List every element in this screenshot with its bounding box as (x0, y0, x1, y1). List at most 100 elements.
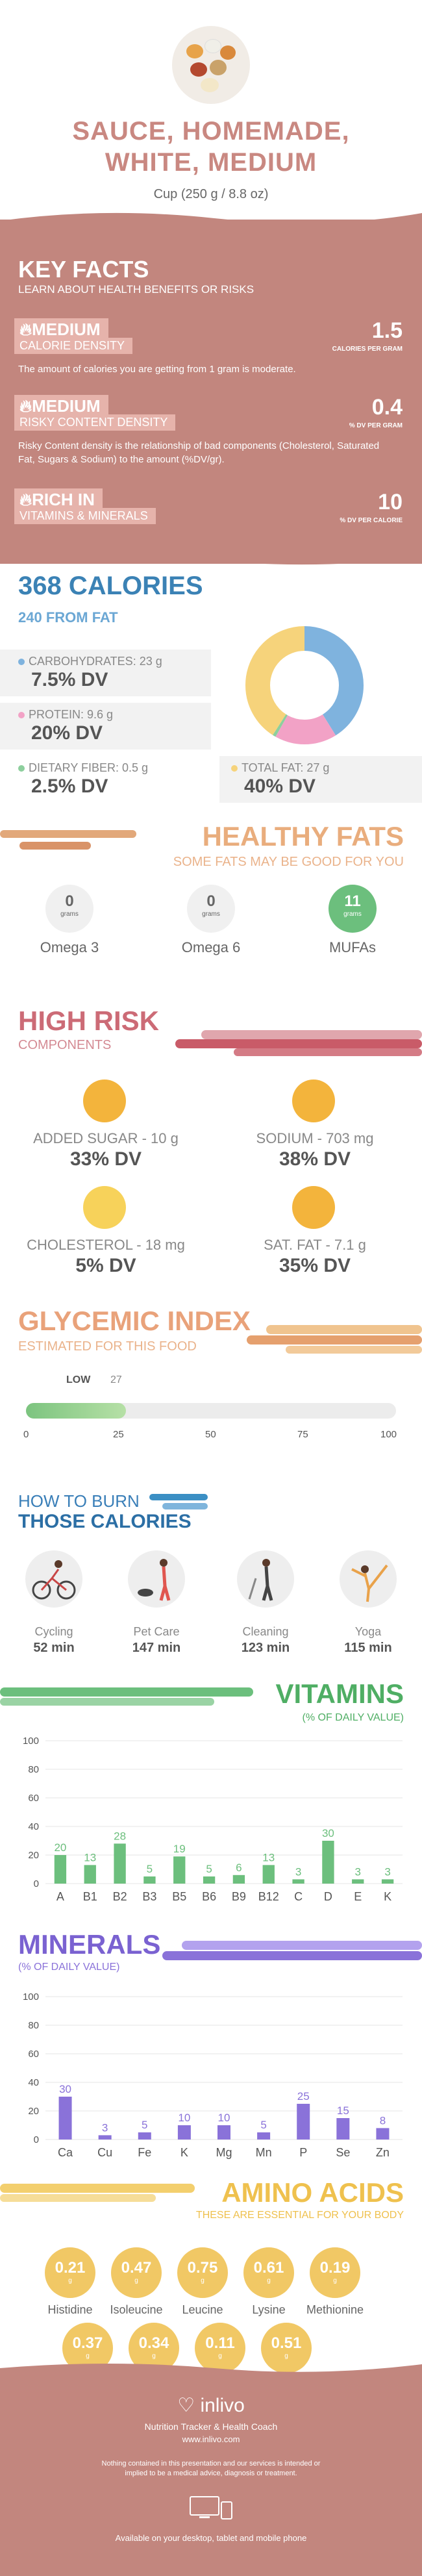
omega6-circle: 0 grams (187, 885, 235, 933)
calories-donut (245, 626, 364, 744)
minerals-bar (336, 2118, 350, 2140)
risky-density-label-box: RISKY CONTENT DENSITY (14, 414, 176, 431)
minerals-value-label: 10 (218, 2112, 230, 2124)
minerals-category-label: Mn (256, 2146, 272, 2159)
vitamins-value-label: 19 (173, 1843, 186, 1855)
minerals-value-label: 25 (297, 2090, 310, 2102)
minerals-bar (257, 2132, 271, 2140)
key-facts-title: KEY FACTS (18, 256, 149, 283)
minerals-bar (138, 2132, 151, 2140)
vitamins-category-label: B3 (142, 1890, 156, 1903)
minerals-chart: 0 20 40 60 80 100 30 Ca 3 Cu 5 Fe 10 K 10 Mg 5 Mn 25 P 15 Se 8… (23, 1991, 403, 2159)
glycemic-tick: 100 (380, 1429, 397, 1440)
minerals-bar (217, 2125, 230, 2140)
amino-value: 0.51 (271, 2334, 302, 2352)
vitamins-bar (292, 1879, 304, 1884)
omega6-name: Omega 6 (181, 939, 241, 955)
carbs-row-bg (0, 650, 211, 696)
vitamins-bar (173, 1856, 186, 1884)
carbs-label-text: CARBOHYDRATES: 23 g (29, 655, 162, 668)
minerals-bar (297, 2104, 310, 2140)
minerals-title: MINERALS (18, 1929, 161, 1960)
vitamins-category-label: B12 (258, 1890, 279, 1903)
amino-unit: g (68, 2277, 72, 2284)
glycemic-track (26, 1403, 396, 1419)
sodium-name: SODIUM - 703 mg (256, 1130, 374, 1146)
calorie-density-unit: CALORIES PER GRAM (332, 346, 403, 353)
vitamins-bar (114, 1843, 126, 1884)
minerals-category-label: P (299, 2146, 307, 2159)
vitamins-richness-unit: % DV PER CALORIE (340, 517, 403, 524)
omega3-name: Omega 3 (40, 939, 99, 955)
cleaning-min: 123 min (241, 1641, 290, 1655)
minerals-ytick: 80 (28, 2020, 39, 2031)
glycemic-tick: 0 (23, 1429, 29, 1440)
calorie-density-label: CALORIE DENSITY (19, 339, 125, 352)
vitamins-value-label: 3 (384, 1865, 390, 1878)
mufas-unit: grams (343, 911, 362, 918)
vitamins-richness-value: 10 (378, 490, 403, 514)
amino-value: 0.11 (205, 2334, 235, 2352)
cycling-icon (25, 1550, 82, 1608)
risky-density-level: MEDIUM (32, 396, 101, 416)
risky-density-desc: Risky Content density is the relationshi… (18, 440, 380, 465)
minerals-value-label: 30 (59, 2083, 71, 2095)
sat-fat-dv: 35% DV (279, 1255, 351, 1276)
pet-care-icon (128, 1550, 185, 1608)
vitamins-value-label: 28 (114, 1830, 126, 1842)
vitamins-category-label: B1 (83, 1890, 97, 1903)
glycemic-tick: 50 (205, 1429, 216, 1440)
omega3-circle: 0 grams (45, 885, 93, 933)
carbs-label: CARBOHYDRATES: 23 g (18, 655, 162, 668)
amino-circle: 0.47 g (111, 2247, 162, 2298)
calorie-density-level: MEDIUM (32, 320, 101, 339)
vitamins-category-label: B2 (113, 1890, 127, 1903)
fiber-label-text: DIETARY FIBER: 0.5 g (29, 761, 149, 774)
minerals-category-label: Zn (376, 2146, 390, 2159)
burn-ribbon (149, 1494, 208, 1509)
fat-label: TOTAL FAT: 27 g (231, 761, 329, 775)
mufas-name: MUFAs (329, 939, 377, 955)
minerals-bar (376, 2128, 390, 2140)
amino-unit: g (201, 2277, 205, 2284)
smiley-icon (83, 1186, 126, 1229)
smiley-icon (292, 1080, 335, 1122)
vitamins-chart: 0 20 40 60 80 100 20 A 13 B1 28 B2 5 B3 19 B5 5 B6 6 B9 13 B1… (23, 1736, 403, 1903)
vitamins-bar (352, 1879, 364, 1884)
minerals-ytick: 60 (28, 2049, 39, 2060)
amino-unit: g (218, 2353, 222, 2360)
minerals-category-label: Mg (216, 2146, 232, 2159)
food-title-line1: SAUCE, HOMEMADE, (72, 117, 350, 145)
minerals-value-label: 3 (102, 2121, 108, 2134)
facts-wave-bottom (0, 551, 422, 565)
amino-circle: 0.19 g (310, 2247, 360, 2298)
food-image (172, 26, 250, 104)
risky-density-unit: % DV PER GRAM (349, 422, 403, 429)
amino-name: Methionine (306, 2303, 364, 2316)
donut-fat (245, 626, 364, 744)
amino-value: 0.61 (253, 2259, 284, 2277)
omega6-unit: grams (202, 911, 220, 918)
minerals-ytick: 100 (23, 1991, 39, 2002)
vitamins-ytick: 80 (28, 1764, 39, 1775)
amino-unit: g (152, 2353, 156, 2360)
minerals-category-label: Cu (97, 2146, 112, 2159)
burn-title-line1: HOW TO BURN (18, 1491, 140, 1511)
key-facts-subtitle: LEARN ABOUT HEALTH BENEFITS OR RISKS (18, 283, 254, 296)
fire-icon: 🔥︎ (19, 396, 32, 416)
amino-name: Lysine (252, 2303, 286, 2316)
vitamins-richness-label-box: VITAMINS & MINERALS (14, 508, 156, 524)
burn-title-line2: THOSE CALORIES (18, 1511, 192, 1532)
footer-site[interactable]: www.inlivo.com (182, 2434, 240, 2444)
high-risk-subtitle: COMPONENTS (18, 1038, 112, 1052)
vitamins-title: VITAMINS (275, 1678, 404, 1709)
glycemic-tick: 75 (297, 1429, 308, 1440)
fat-label-text: TOTAL FAT: 27 g (242, 761, 330, 774)
risky-density-label: RISKY CONTENT DENSITY (19, 416, 168, 429)
serving-size: Cup (250 g / 8.8 oz) (153, 187, 269, 201)
footer-brand-text: inlivo (200, 2395, 245, 2416)
footer (0, 2375, 422, 2576)
minerals-bar (58, 2097, 72, 2140)
footer-tagline: Nutrition Tracker & Health Coach (144, 2421, 278, 2432)
protein-label-text: PROTEIN: 9.6 g (29, 708, 114, 721)
